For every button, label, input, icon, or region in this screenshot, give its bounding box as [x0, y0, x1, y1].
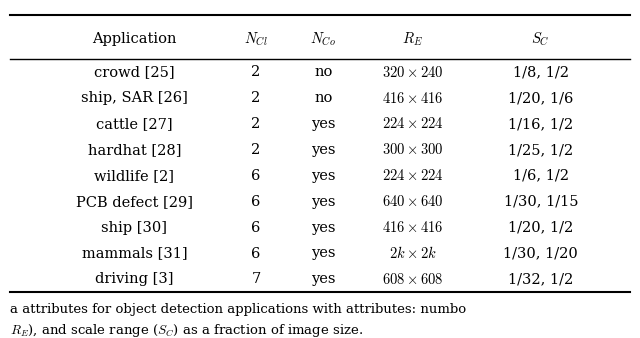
Text: 7: 7	[252, 272, 260, 286]
Text: hardhat [28]: hardhat [28]	[88, 143, 181, 157]
Text: ship, SAR [26]: ship, SAR [26]	[81, 91, 188, 105]
Text: no: no	[314, 91, 332, 105]
Text: $320 \times 240$: $320 \times 240$	[382, 65, 444, 80]
Text: mammals [31]: mammals [31]	[81, 246, 188, 261]
Text: 1/30, 1/15: 1/30, 1/15	[504, 195, 578, 209]
Text: PCB defect [29]: PCB defect [29]	[76, 195, 193, 209]
Text: yes: yes	[311, 246, 335, 261]
Text: no: no	[314, 65, 332, 79]
Text: cattle [27]: cattle [27]	[96, 117, 173, 131]
Text: yes: yes	[311, 272, 335, 286]
Text: $2k \times 2k$: $2k \times 2k$	[389, 245, 436, 262]
Text: 1/6, 1/2: 1/6, 1/2	[513, 169, 569, 183]
Text: $S_C$: $S_C$	[531, 30, 550, 48]
Text: 6: 6	[252, 169, 260, 183]
Text: 1/30, 1/20: 1/30, 1/20	[504, 246, 578, 261]
Text: 1/25, 1/2: 1/25, 1/2	[508, 143, 573, 157]
Text: yes: yes	[311, 143, 335, 157]
Text: 1/32, 1/2: 1/32, 1/2	[508, 272, 573, 286]
Text: 2: 2	[252, 91, 260, 105]
Text: $416 \times 416$: $416 \times 416$	[382, 91, 444, 105]
Text: $R_E$), and scale range ($S_C$) as a fraction of image size.: $R_E$), and scale range ($S_C$) as a fra…	[10, 322, 363, 338]
Text: wildlife [2]: wildlife [2]	[95, 169, 174, 183]
Text: a attributes for object detection applications with attributes: numbo: a attributes for object detection applic…	[10, 303, 466, 316]
Text: 1/8, 1/2: 1/8, 1/2	[513, 65, 569, 79]
Text: 1/16, 1/2: 1/16, 1/2	[508, 117, 573, 131]
Text: $416 \times 416$: $416 \times 416$	[382, 220, 444, 235]
Text: 2: 2	[252, 117, 260, 131]
Text: yes: yes	[311, 195, 335, 209]
Text: $224 \times 224$: $224 \times 224$	[382, 168, 444, 183]
Text: $640 \times 640$: $640 \times 640$	[382, 194, 444, 209]
Text: 6: 6	[252, 246, 260, 261]
Text: 2: 2	[252, 65, 260, 79]
Text: 2: 2	[252, 143, 260, 157]
Text: 1/20, 1/2: 1/20, 1/2	[508, 221, 573, 235]
Text: yes: yes	[311, 221, 335, 235]
Text: $N_{Cl}$: $N_{Cl}$	[244, 30, 268, 48]
Text: 1/20, 1/6: 1/20, 1/6	[508, 91, 573, 105]
Text: $608 \times 608$: $608 \times 608$	[382, 272, 444, 287]
Text: driving [3]: driving [3]	[95, 272, 173, 286]
Text: 6: 6	[252, 221, 260, 235]
Text: crowd [25]: crowd [25]	[94, 65, 175, 79]
Text: yes: yes	[311, 117, 335, 131]
Text: $300 \times 300$: $300 \times 300$	[382, 142, 444, 158]
Text: $R_E$: $R_E$	[403, 30, 423, 48]
Text: $N_{Co}$: $N_{Co}$	[310, 30, 336, 48]
Text: Application: Application	[92, 32, 177, 46]
Text: ship [30]: ship [30]	[101, 221, 168, 235]
Text: 6: 6	[252, 195, 260, 209]
Text: $224 \times 224$: $224 \times 224$	[382, 116, 444, 131]
Text: yes: yes	[311, 169, 335, 183]
